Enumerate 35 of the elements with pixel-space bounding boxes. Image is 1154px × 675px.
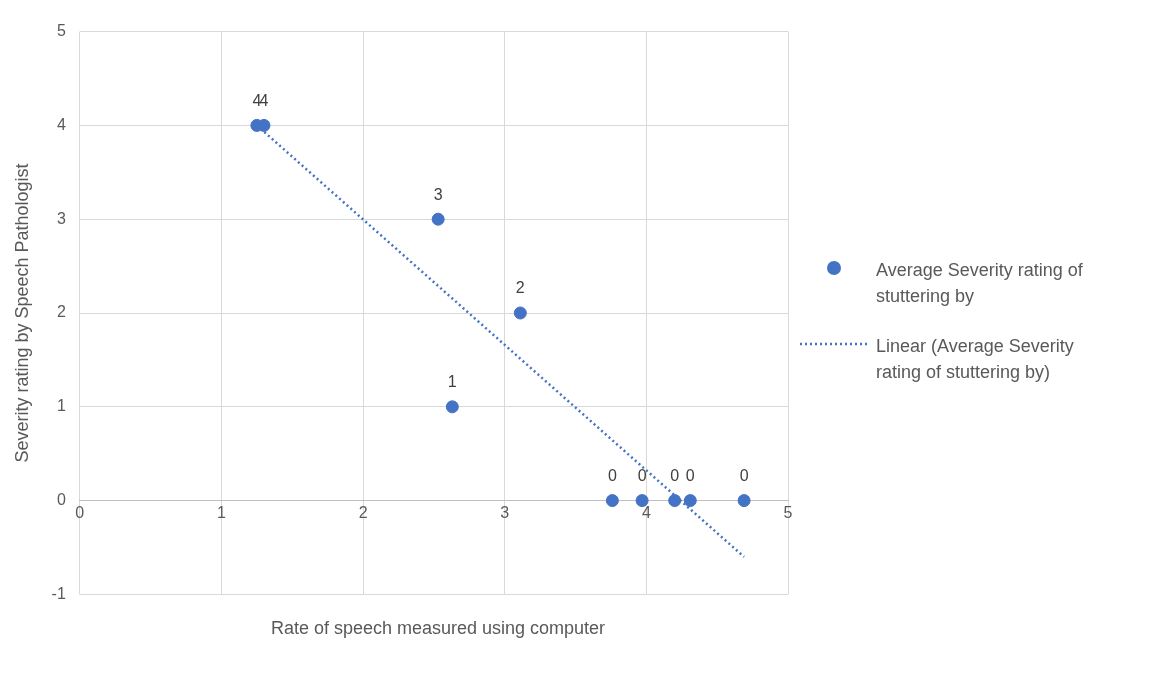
point — [445, 400, 459, 414]
x-tick-label: 3 — [500, 503, 510, 521]
x-tick-label: 5 — [783, 503, 793, 521]
point — [513, 306, 527, 320]
data-label: 0 — [637, 467, 647, 485]
legend-label: Average Severity rating of stuttering by — [876, 259, 1084, 308]
data-label: 0 — [670, 467, 680, 485]
data-label: 0 — [739, 467, 749, 485]
y-tick-label: 5 — [56, 22, 66, 40]
x-tick-label: 4 — [641, 503, 651, 521]
legend-label: Linear (Average Severity rating of stuttering by) — [876, 335, 1075, 384]
x-tick-label: 2 — [358, 503, 368, 521]
point — [635, 494, 649, 508]
y-tick-label: 3 — [56, 209, 66, 227]
data-label: 0 — [685, 467, 695, 485]
y-axis-title: Severity rating by Speech Pathologist — [11, 163, 32, 463]
point — [737, 494, 751, 508]
point — [683, 494, 697, 508]
point — [431, 212, 445, 226]
x-tick-label: 1 — [217, 503, 227, 521]
data-label: 2 — [515, 279, 525, 297]
y-tick-label: 0 — [56, 491, 66, 509]
x-tick-label: 0 — [75, 503, 85, 521]
point — [668, 494, 682, 508]
data-label: 3 — [433, 185, 443, 203]
data-label: 4 — [252, 91, 262, 109]
y-tick-label: 2 — [56, 303, 66, 321]
data-label: 4 — [259, 91, 269, 109]
x-axis-title: Rate of speech measured using computer — [269, 618, 607, 639]
data-label: 0 — [607, 467, 617, 485]
data-label: 1 — [447, 373, 457, 391]
y-tick-label: 4 — [56, 115, 66, 133]
y-tick-label: -1 — [51, 584, 66, 602]
point — [605, 494, 619, 508]
y-tick-label: 1 — [56, 397, 66, 415]
